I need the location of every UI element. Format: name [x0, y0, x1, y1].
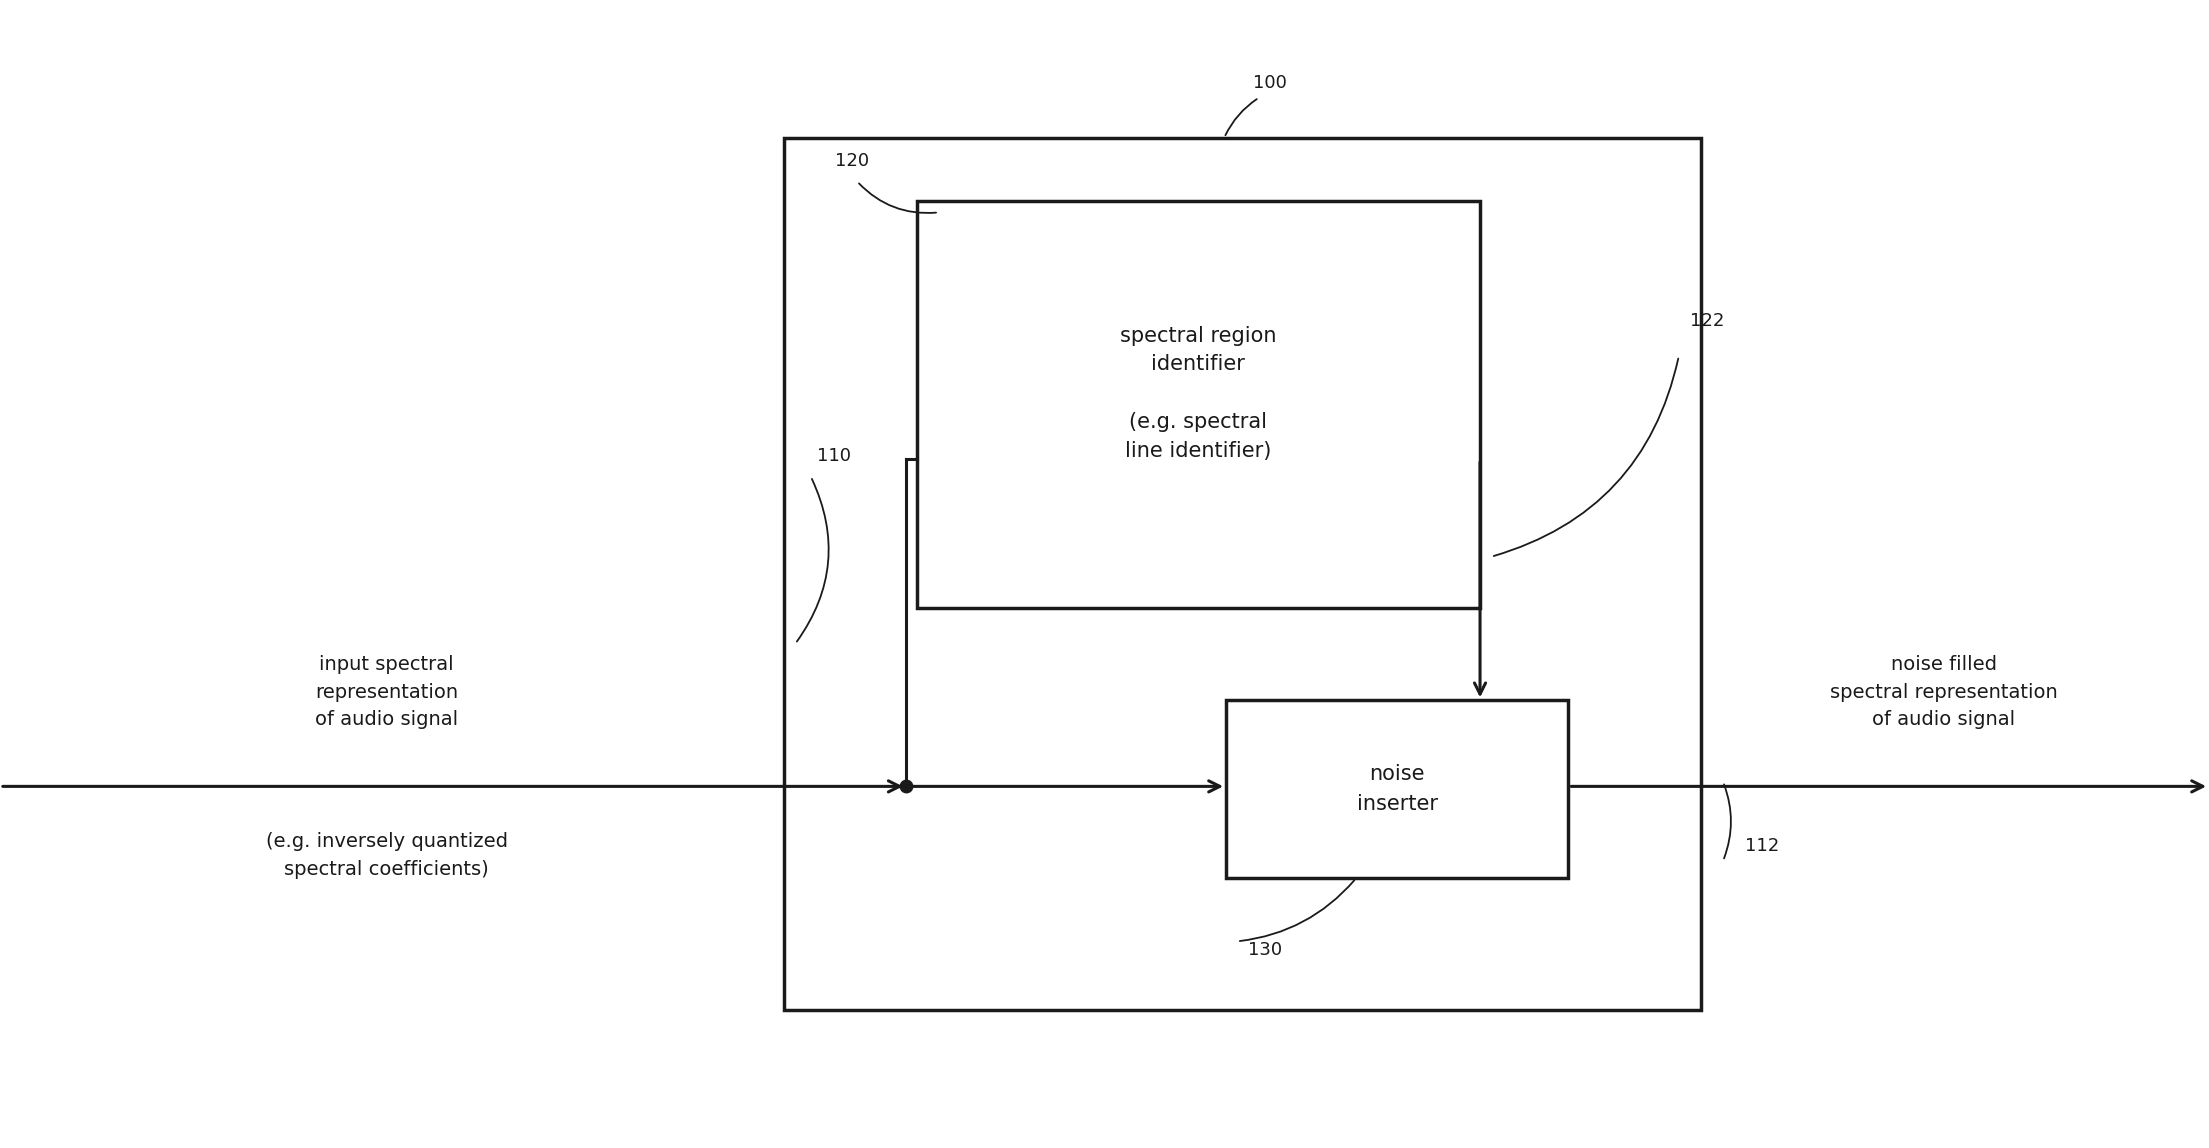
- Text: 112: 112: [1745, 837, 1780, 855]
- Text: 122: 122: [1690, 312, 1725, 331]
- Text: 110: 110: [817, 447, 850, 465]
- Text: noise
inserter: noise inserter: [1356, 765, 1438, 814]
- Text: (e.g. inversely quantized
spectral coefficients): (e.g. inversely quantized spectral coeff…: [265, 832, 508, 878]
- Bar: [917, 201, 1480, 608]
- Text: spectral region
identifier

(e.g. spectral
line identifier): spectral region identifier (e.g. spectra…: [1120, 326, 1277, 460]
- Bar: [1226, 700, 1568, 878]
- Text: input spectral
representation
of audio signal: input spectral representation of audio s…: [316, 656, 457, 729]
- Text: 100: 100: [1253, 73, 1288, 92]
- Text: 130: 130: [1248, 941, 1281, 960]
- Text: 120: 120: [835, 152, 868, 170]
- Bar: [784, 138, 1701, 1010]
- Text: noise filled
spectral representation
of audio signal: noise filled spectral representation of …: [1829, 656, 2059, 729]
